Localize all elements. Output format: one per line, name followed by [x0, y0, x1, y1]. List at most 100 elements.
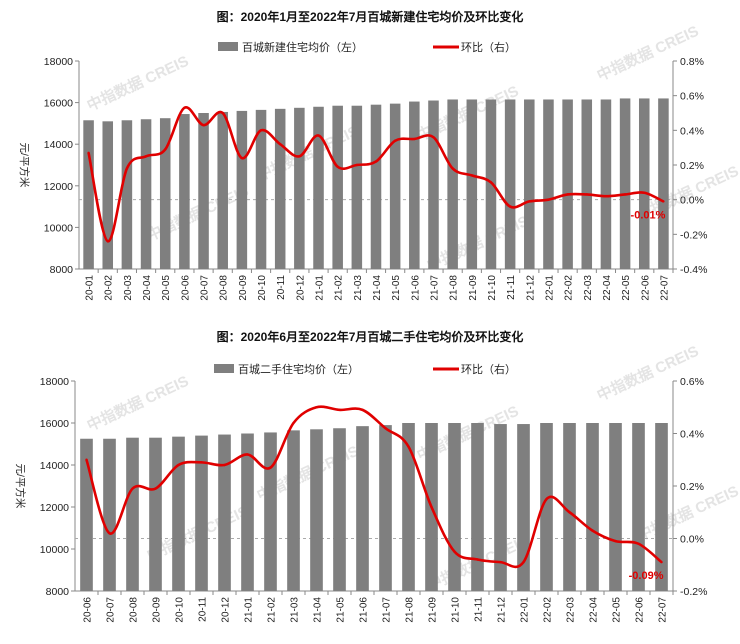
x-tick-label: 22-04 [602, 275, 613, 301]
mom-change-point [87, 151, 90, 155]
mom-change-point [499, 560, 502, 564]
mom-change-point [476, 558, 479, 561]
price-bar [379, 425, 392, 591]
right-tick-label: 0.6% [680, 91, 704, 103]
x-tick-label: 22-01 [520, 597, 531, 623]
mom-change-point [177, 463, 180, 467]
x-tick-label: 21-12 [497, 597, 508, 623]
mom-change-point [317, 134, 320, 137]
x-tick-label: 20-10 [175, 597, 186, 623]
right-tick-label: 0.8% [680, 56, 704, 68]
left-tick-label: 18000 [40, 376, 69, 388]
price-bar [198, 113, 209, 269]
x-tick-label: 20-06 [83, 597, 94, 623]
price-bar [638, 98, 650, 269]
left-tick-label: 16000 [40, 418, 69, 430]
price-bar [264, 432, 277, 591]
mom-change-point [393, 139, 397, 142]
x-tick-label: 22-05 [612, 597, 623, 623]
price-bar [255, 109, 267, 269]
price-bar [332, 105, 343, 269]
chart-title: 图：2020年1月至2022年7月百城新建住宅均价及环比变化 [217, 9, 524, 24]
x-tick-label: 20-04 [142, 275, 153, 301]
x-tick-label: 20-02 [104, 275, 115, 301]
price-bar [485, 99, 497, 269]
price-bar [333, 428, 346, 591]
x-tick-label: 21-11 [506, 275, 517, 300]
mom-change-point [660, 560, 663, 564]
mom-change-point [298, 155, 301, 158]
x-tick-label: 22-07 [659, 275, 670, 301]
left-tick-label: 8000 [50, 264, 74, 276]
x-tick-label: 20-03 [123, 275, 134, 301]
x-tick-label: 22-06 [640, 275, 651, 301]
x-tick-label: 20-06 [180, 275, 191, 301]
new-home-price-chart: 图：2020年1月至2022年7月百城新建住宅均价及环比变化 中指数据 CREI… [18, 9, 740, 301]
price-bar [586, 423, 599, 591]
price-bar [655, 423, 668, 591]
mom-change-point [604, 195, 608, 198]
x-tick-label: 21-07 [382, 597, 393, 623]
price-bar [609, 423, 622, 591]
x-tick-label: 20-12 [221, 597, 232, 623]
x-tick-label: 21-02 [334, 275, 345, 301]
x-tick-label: 21-10 [487, 275, 498, 301]
price-bar [287, 430, 300, 591]
right-tick-label: -0.4% [680, 264, 707, 276]
mom-change-point [144, 155, 148, 158]
x-tick-label: 22-06 [635, 597, 646, 623]
mom-change-point [637, 542, 640, 545]
x-tick-label: 21-05 [336, 597, 347, 623]
price-bar [313, 106, 324, 269]
price-bar [447, 99, 458, 269]
mom-change-point [528, 200, 531, 203]
right-tick-label: 0.4% [680, 125, 704, 137]
x-tick-label: 21-09 [428, 597, 439, 623]
price-bar [600, 99, 612, 269]
mom-change-point [643, 191, 646, 194]
left-tick-label: 18000 [44, 56, 73, 68]
mom-change-point [200, 461, 203, 464]
mom-change-point [355, 163, 359, 167]
mom-change-point [547, 198, 550, 201]
x-tick-label: 20-08 [129, 597, 140, 623]
mom-change-point [453, 550, 456, 553]
x-tick-label: 21-08 [449, 275, 460, 301]
price-bar [102, 121, 114, 269]
legend-bar-label: 百城新建住宅均价（左） [242, 40, 363, 54]
x-tick-label: 22-02 [564, 275, 575, 301]
price-bar [274, 108, 286, 269]
mom-change-point [221, 111, 224, 115]
x-tick-label: 20-05 [161, 275, 172, 301]
x-tick-label: 20-08 [219, 275, 230, 301]
left-tick-label: 12000 [40, 502, 69, 514]
mom-change-point [591, 529, 594, 532]
right-tick-label: 0.4% [680, 429, 704, 441]
mom-change-point [85, 458, 88, 461]
x-tick-label: 21-01 [315, 275, 326, 301]
x-tick-label: 22-03 [566, 597, 577, 623]
price-bar [217, 111, 228, 270]
x-tick-label: 20-09 [152, 597, 163, 623]
price-bar [121, 120, 133, 269]
price-bar [389, 103, 401, 269]
price-bar [172, 436, 185, 591]
mom-change-point [259, 129, 263, 132]
x-tick-label: 21-03 [353, 275, 364, 301]
price-bar [563, 423, 576, 591]
x-tick-label: 20-07 [200, 275, 211, 301]
price-bar [632, 423, 645, 591]
x-tick-label: 21-11 [474, 597, 485, 622]
x-tick-label: 21-03 [290, 597, 301, 623]
watermark-text: 中指数据 CREIS [84, 372, 191, 435]
mom-change-point [545, 497, 548, 501]
price-bar [83, 120, 94, 269]
y-axis-label: 元/平方米 [14, 464, 27, 509]
x-tick-label: 20-11 [276, 275, 287, 300]
x-tick-label: 21-08 [405, 597, 416, 623]
mom-change-point [108, 532, 111, 535]
mom-change-point [154, 487, 157, 490]
price-bar [294, 107, 305, 269]
left-tick-label: 10000 [44, 222, 73, 234]
mom-change-point [374, 160, 378, 163]
